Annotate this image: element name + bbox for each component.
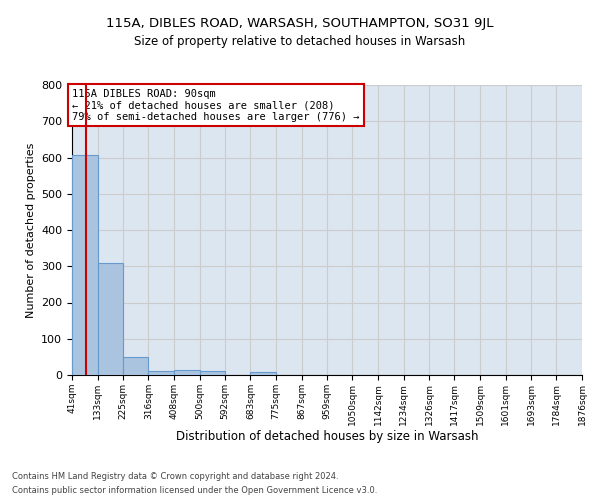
Bar xyxy=(200,370,225,375)
Text: Contains HM Land Registry data © Crown copyright and database right 2024.: Contains HM Land Registry data © Crown c… xyxy=(12,472,338,481)
Y-axis label: Number of detached properties: Number of detached properties xyxy=(26,142,35,318)
Bar xyxy=(148,370,174,375)
Text: Size of property relative to detached houses in Warsash: Size of property relative to detached ho… xyxy=(134,35,466,48)
Bar xyxy=(98,262,123,375)
Bar xyxy=(250,372,276,375)
Text: Contains public sector information licensed under the Open Government Licence v3: Contains public sector information licen… xyxy=(12,486,377,495)
Bar xyxy=(123,357,148,375)
Bar xyxy=(174,370,200,375)
Text: 115A DIBLES ROAD: 90sqm
← 21% of detached houses are smaller (208)
79% of semi-d: 115A DIBLES ROAD: 90sqm ← 21% of detache… xyxy=(72,88,360,122)
X-axis label: Distribution of detached houses by size in Warsash: Distribution of detached houses by size … xyxy=(176,430,478,444)
Text: 115A, DIBLES ROAD, WARSASH, SOUTHAMPTON, SO31 9JL: 115A, DIBLES ROAD, WARSASH, SOUTHAMPTON,… xyxy=(106,18,494,30)
Bar xyxy=(72,154,98,375)
